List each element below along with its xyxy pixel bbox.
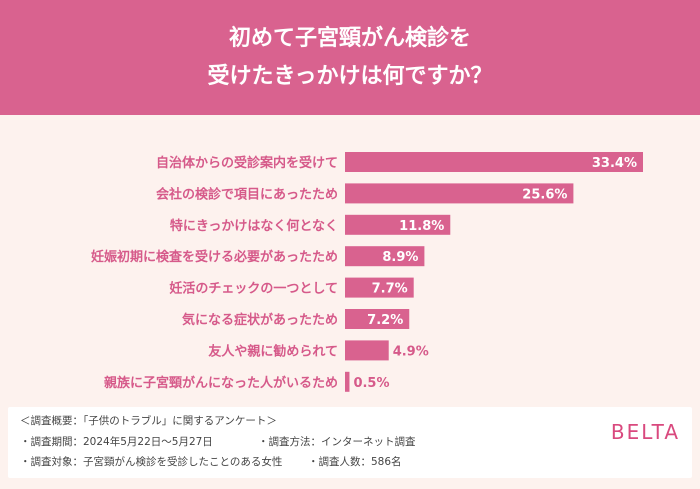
category-label: 会社の検診で項目にあったため xyxy=(156,186,338,202)
value-label: 25.6% xyxy=(522,187,567,202)
value-label: 0.5% xyxy=(353,376,389,391)
category-label: 友人や親に勧められて xyxy=(208,343,338,359)
bar-chart: 自治体からの受診案内を受けて 33.4% 会社の検診で項目にあったため 25.6% 特に… xyxy=(91,152,643,392)
survey-count: ・調査人数：586名 xyxy=(308,456,402,468)
value-label: 11.8% xyxy=(399,219,444,234)
category-label: 自治体からの受診案内を受けて xyxy=(156,155,338,171)
value-label: 33.4% xyxy=(592,156,637,171)
bar xyxy=(345,152,643,172)
value-label: 7.2% xyxy=(367,313,403,328)
category-label: 気になる症状があったため xyxy=(182,312,338,328)
category-label: 妊活のチェックの一つとして xyxy=(169,281,338,297)
survey-target: ・調査対象：子宮頸がん検診を受診したことのある女性 xyxy=(20,456,283,468)
survey-summary: ＜調査概要：「子供のトラブル」に関するアンケート＞ ・調査期間：2024年5月2… xyxy=(8,407,692,478)
belta-logo: BELTA xyxy=(610,420,680,444)
bar xyxy=(345,371,350,392)
category-label: 特にきっかけはなく何となく xyxy=(170,218,338,234)
bar xyxy=(345,340,389,361)
bar xyxy=(345,277,414,298)
value-label: 8.9% xyxy=(382,250,418,265)
bar xyxy=(345,183,574,204)
survey-title: ＜調査概要：「子供のトラブル」に関するアンケート＞ xyxy=(20,415,277,427)
bar xyxy=(345,214,451,235)
title-line-1: 初めて子宮頸がん検診を xyxy=(228,26,471,51)
survey-period: ・調査期間：2024年5月22日〜5月27日 xyxy=(20,436,213,448)
value-label: 7.7% xyxy=(372,282,408,297)
chart-title: 初めて子宮頸がん検診を 受けたきっかけは何ですか？ xyxy=(0,0,700,115)
category-label: 親族に子宮頸がんになった人がいるため xyxy=(104,375,338,391)
value-label: 4.9% xyxy=(393,344,429,359)
survey-method: ・調査方法：インターネット調査 xyxy=(258,436,416,448)
title-line-2: 受けたきっかけは何ですか？ xyxy=(207,64,493,89)
category-label: 妊娠初期に検査を受ける必要があったため xyxy=(91,249,338,265)
bar xyxy=(345,309,410,329)
bar xyxy=(345,246,425,267)
